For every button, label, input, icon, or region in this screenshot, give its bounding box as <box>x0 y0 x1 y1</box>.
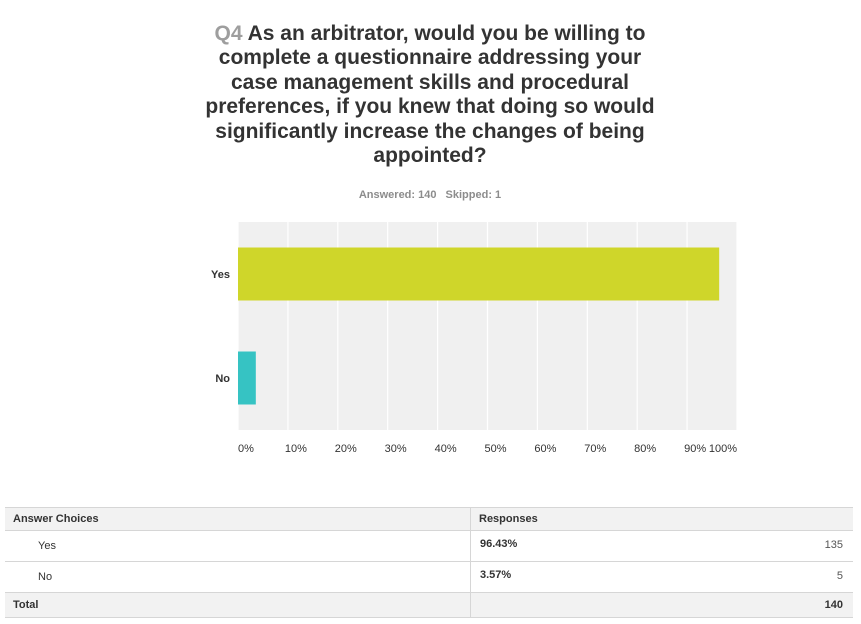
response-count: 5 <box>836 570 843 582</box>
tick-labels: 0% 10% 20% 30% 40% 50% 60% 70% 80% 90% 100% <box>238 443 737 455</box>
bars <box>238 247 720 405</box>
choice-label: Yes <box>5 530 471 562</box>
header-responses: Responses <box>470 507 853 531</box>
x-tick-label: 60% <box>534 443 556 455</box>
bar-chart: Yes No 0% 10% 20% 30% 40% 50% 60% 70% 80% 90% 100% <box>211 222 738 455</box>
total-label: Total <box>5 592 471 618</box>
table-total-row: Total 140 <box>5 592 853 618</box>
x-tick-label: 40% <box>435 443 457 455</box>
answered-count: Answered: 140 <box>358 189 437 201</box>
response-cell: 96.43% 135 <box>470 530 853 562</box>
x-tick-label: 20% <box>335 443 357 455</box>
header-answer-choices: Answer Choices <box>5 507 471 531</box>
x-tick-label: 100% <box>709 443 737 455</box>
table-row: Yes 96.43% 135 <box>5 530 853 562</box>
response-percent: 3.57% <box>480 569 512 581</box>
total-count: 140 <box>470 592 853 618</box>
category-label: Yes <box>211 269 230 281</box>
question-text: As an arbitrator, would you be willing t… <box>205 22 655 168</box>
x-tick-label: 0% <box>238 443 254 455</box>
response-percent: 96.43% <box>480 538 518 550</box>
skipped-count: Skipped: 1 <box>445 189 502 201</box>
response-cell: 3.57% 5 <box>470 561 853 593</box>
bar-no <box>238 351 256 405</box>
response-summary: Answered: 140 Skipped: 1 <box>205 189 655 201</box>
question-number: Q4 <box>214 22 243 45</box>
table-header: Answer Choices Responses <box>5 507 853 531</box>
question-title: Q4 As an arbitrator, would you be willin… <box>205 22 655 168</box>
category-labels: Yes No <box>211 269 230 385</box>
bar-yes <box>238 247 720 301</box>
response-count: 135 <box>824 539 843 551</box>
x-tick-label: 70% <box>584 443 606 455</box>
x-tick-label: 30% <box>385 443 407 455</box>
x-tick-label: 80% <box>634 443 656 455</box>
choice-label: No <box>5 561 471 593</box>
x-tick-label: 10% <box>285 443 307 455</box>
category-label: No <box>215 373 230 385</box>
table-row: No 3.57% 5 <box>5 561 853 593</box>
responses-table: Answer Choices Responses Yes 96.43% 135 … <box>5 507 853 618</box>
x-tick-label: 90% <box>684 443 706 455</box>
x-tick-label: 50% <box>484 443 506 455</box>
